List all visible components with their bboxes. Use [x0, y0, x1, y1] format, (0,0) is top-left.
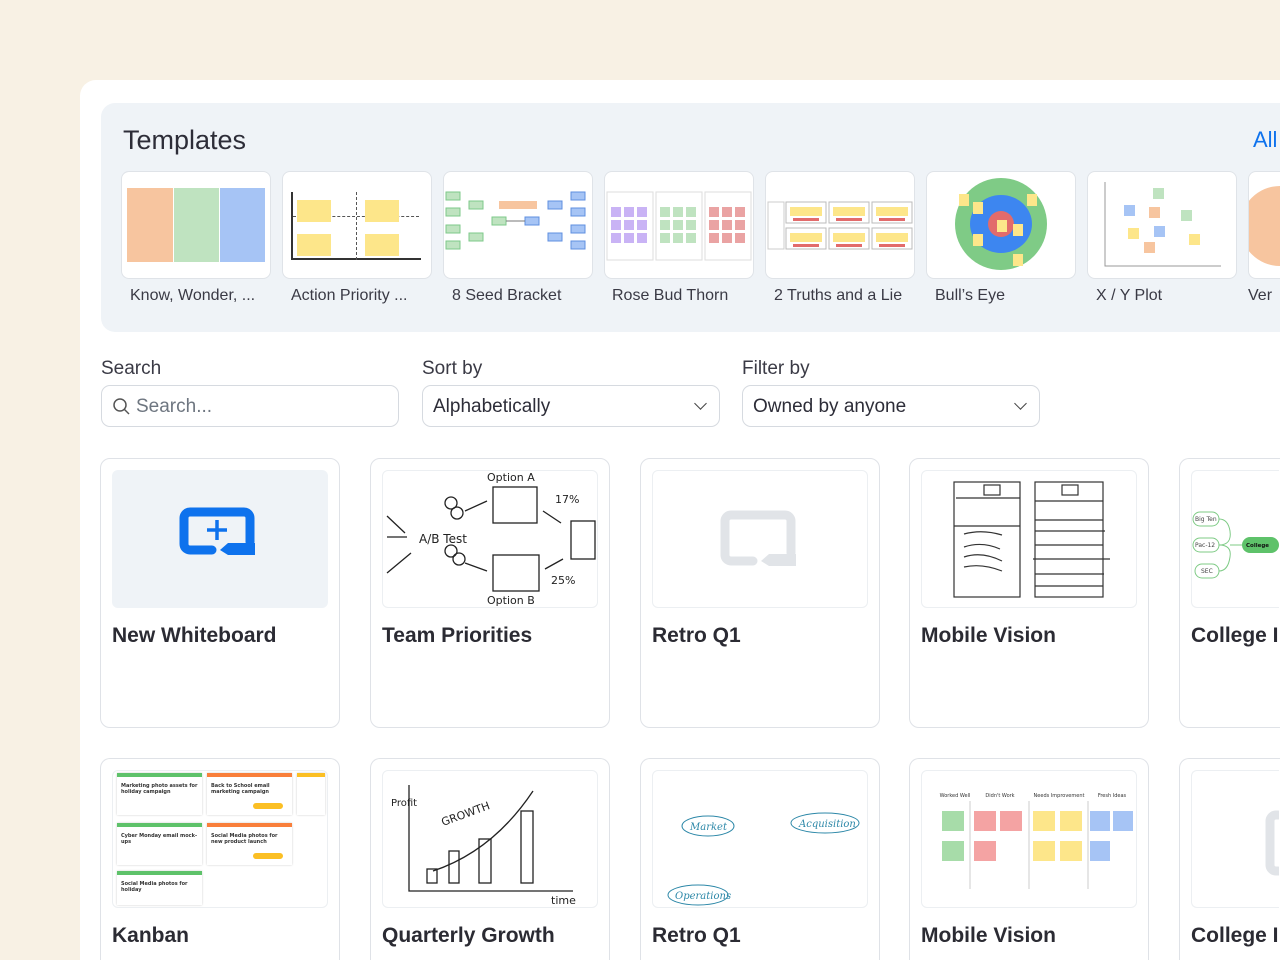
template-label: Know, Wonder, ...: [130, 287, 256, 304]
template-thumb-venn[interactable]: [1248, 171, 1280, 279]
filter-value: Owned by anyone: [753, 396, 907, 417]
board-title: College I: [1191, 624, 1279, 647]
kanban-card: Back to School email marketing campaign: [207, 773, 292, 815]
thumb-text: GROWTH: [440, 799, 492, 829]
template-label: Ver: [1248, 287, 1273, 304]
board-card[interactable]: College I: [1179, 758, 1280, 960]
board-card[interactable]: Retro Q1: [640, 458, 880, 728]
thumb-text: Didn't Work: [985, 793, 1014, 799]
template-thumb-action-priority[interactable]: [282, 171, 432, 279]
all-templates-link[interactable]: All: [1253, 127, 1278, 152]
board-card[interactable]: Mobile Vision: [909, 458, 1149, 728]
template-label: 2 Truths and a Lie: [774, 287, 903, 304]
thumb-text: Acquisition: [798, 819, 856, 830]
template-label: X / Y Plot: [1096, 287, 1163, 304]
filter-select[interactable]: Owned by anyone: [742, 385, 1040, 427]
board-title: Kanban: [112, 924, 190, 947]
template-thumb-rose-bud-thorn[interactable]: [604, 171, 754, 279]
thumb-text: Needs Improvement: [1034, 793, 1085, 799]
template-label: 8 Seed Bracket: [452, 287, 562, 304]
thumb-text: 17%: [555, 493, 579, 506]
board-card[interactable]: Market Acquisition Operations Retro Q1: [640, 758, 880, 960]
board-title: Team Priorities: [382, 624, 533, 647]
thumb-text: College: [1246, 543, 1269, 549]
thumb-text: A/B Test: [419, 532, 467, 546]
kanban-card: Cyber Monday email mock-ups: [117, 823, 202, 865]
thumb-text: 25%: [551, 574, 575, 587]
board-card[interactable]: Marketing photo assets for holiday campa…: [100, 758, 340, 960]
new-whiteboard-card[interactable]: New Whiteboard: [100, 458, 340, 728]
template-label: Bull’s Eye: [935, 287, 1005, 304]
whiteboard-placeholder-icon: [720, 510, 796, 566]
template-thumb-bulls-eye[interactable]: [926, 171, 1076, 279]
thumb-text: Option A: [487, 471, 535, 484]
thumb-text: Worked Well: [940, 793, 971, 799]
thumb-text: Fresh Ideas: [1098, 793, 1127, 799]
search-label: Search: [101, 358, 162, 379]
thumb-text: time: [551, 894, 576, 907]
board-title: New Whiteboard: [112, 624, 277, 647]
chevron-down-icon: [694, 397, 707, 410]
board-card[interactable]: Worked Well Didn't Work Needs Improvemen…: [909, 758, 1149, 960]
template-thumb-seed-bracket[interactable]: [443, 171, 593, 279]
templates-title: Templates: [123, 125, 247, 155]
kanban-card: Marketing photo assets for holiday campa…: [117, 773, 202, 815]
filter-label: Filter by: [742, 358, 810, 379]
board-card[interactable]: Option A Option B A/B Test 17% 25% Team …: [370, 458, 610, 728]
search-icon: [113, 398, 130, 415]
template-thumb-xy-plot[interactable]: [1087, 171, 1237, 279]
thumb-text: SEC: [1201, 568, 1213, 575]
template-thumb-know-wonder[interactable]: [121, 171, 271, 279]
board-title: College I: [1191, 924, 1279, 947]
board-card[interactable]: GROWTH Profit time Quarterly Growth: [370, 758, 610, 960]
thumb-text: Operations: [675, 891, 731, 902]
template-label: Rose Bud Thorn: [612, 287, 729, 304]
kanban-card: Social Media photos for new product laun…: [207, 823, 292, 865]
thumb-text: Market: [689, 822, 728, 833]
template-label: Action Priority ...: [291, 287, 408, 304]
sort-select[interactable]: Alphabetically: [422, 385, 720, 427]
new-whiteboard-icon: [179, 507, 255, 555]
search-placeholder: Search...: [136, 396, 213, 417]
board-title: Mobile Vision: [921, 924, 1056, 947]
thumb-text: Big Ten: [1195, 516, 1217, 523]
thumb-text: Profit: [391, 798, 417, 809]
thumb-text: Option B: [487, 594, 535, 607]
template-thumb-two-truths[interactable]: [765, 171, 915, 279]
sort-value: Alphabetically: [433, 396, 551, 417]
thumb-text: Pac-12: [1195, 542, 1215, 549]
search-input[interactable]: Search...: [101, 385, 399, 427]
board-title: Retro Q1: [652, 924, 741, 947]
chevron-down-icon: [1014, 397, 1027, 410]
board-title: Retro Q1: [652, 624, 741, 647]
kanban-card: Social Media photos for holiday: [117, 871, 202, 905]
templates-section: Templates All Know, Wonder, ... Action P…: [101, 103, 1280, 332]
board-title: Mobile Vision: [921, 624, 1056, 647]
whiteboard-placeholder-icon: [1265, 810, 1279, 876]
board-title: Quarterly Growth: [382, 924, 555, 947]
board-card[interactable]: Big Ten Pac-12 SEC College College I: [1179, 458, 1280, 728]
sort-label: Sort by: [422, 358, 483, 379]
